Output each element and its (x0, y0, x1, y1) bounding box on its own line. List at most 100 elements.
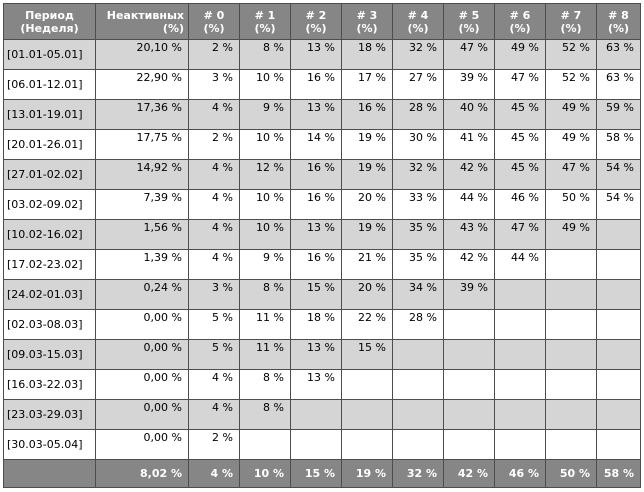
row-week-7: 49 % (545, 219, 597, 250)
row-week-7 (545, 429, 597, 460)
header-week-2[interactable]: # 2 (%) (290, 3, 342, 40)
row-week-0: 3 % (188, 279, 240, 310)
row-period: [17.02-23.02] (3, 249, 96, 280)
row-week-0: 3 % (188, 69, 240, 100)
row-week-8: 63 % (596, 39, 641, 70)
cohort-retention-table: Период (Неделя) Неактивных (%) # 0 (%) #… (3, 3, 641, 488)
row-week-7 (545, 249, 597, 280)
table-body: [01.01-05.01] 20,10 % 2 % 8 % 13 % 18 % 32 % 47… (3, 39, 641, 460)
row-week-7 (545, 399, 597, 430)
row-week-3: 22 % (341, 309, 393, 340)
table-row: [17.02-23.02] 1,39 % 4 % 9 % 16 % 21 % 35 % 42 … (3, 249, 641, 280)
table-row: [09.03-15.03] 0,00 % 5 % 11 % 13 % 15 % (3, 339, 641, 370)
header-week-1[interactable]: # 1 (%) (239, 3, 291, 40)
header-week-7[interactable]: # 7 (%) (545, 3, 597, 40)
row-period: [09.03-15.03] (3, 339, 96, 370)
row-period: [06.01-12.01] (3, 69, 96, 100)
row-week-1: 9 % (239, 249, 291, 280)
row-week-2 (290, 429, 342, 460)
row-week-5: 42 % (443, 159, 495, 190)
row-week-5: 47 % (443, 39, 495, 70)
row-week-7: 49 % (545, 99, 597, 130)
row-week-5 (443, 429, 495, 460)
row-week-5: 40 % (443, 99, 495, 130)
row-week-0: 4 % (188, 189, 240, 220)
header-inactive[interactable]: Неактивных (%) (95, 3, 189, 40)
row-week-0: 5 % (188, 309, 240, 340)
row-week-1: 11 % (239, 309, 291, 340)
row-week-5 (443, 369, 495, 400)
table-row: [01.01-05.01] 20,10 % 2 % 8 % 13 % 18 % 32 % 47… (3, 39, 641, 70)
row-period: [16.03-22.03] (3, 369, 96, 400)
header-week-0[interactable]: # 0 (%) (188, 3, 240, 40)
row-week-0: 4 % (188, 249, 240, 280)
row-week-0: 4 % (188, 369, 240, 400)
row-period: [10.02-16.02] (3, 219, 96, 250)
row-week-1: 8 % (239, 369, 291, 400)
header-row: Период (Неделя) Неактивных (%) # 0 (%) #… (3, 3, 641, 40)
row-week-3 (341, 369, 393, 400)
row-period: [27.01-02.02] (3, 159, 96, 190)
table-row: [16.03-22.03] 0,00 % 4 % 8 % 13 % (3, 369, 641, 400)
row-week-1: 10 % (239, 219, 291, 250)
row-week-1: 8 % (239, 279, 291, 310)
row-period: [02.03-08.03] (3, 309, 96, 340)
row-week-1: 12 % (239, 159, 291, 190)
header-week-8[interactable]: # 8 (%) (596, 3, 641, 40)
row-week-7: 50 % (545, 189, 597, 220)
header-period[interactable]: Период (Неделя) (3, 3, 96, 40)
table-row: [02.03-08.03] 0,00 % 5 % 11 % 18 % 22 % 28 % (3, 309, 641, 340)
row-week-2: 13 % (290, 369, 342, 400)
row-week-2: 13 % (290, 99, 342, 130)
row-week-4 (392, 369, 444, 400)
row-week-3: 17 % (341, 69, 393, 100)
totals-row: 8,02 % 4 % 10 % 15 % 19 % 32 % 42 % 46 %… (3, 459, 641, 488)
row-week-1: 9 % (239, 99, 291, 130)
row-week-2: 13 % (290, 39, 342, 70)
row-inactive: 0,00 % (95, 309, 189, 340)
row-week-2: 16 % (290, 159, 342, 190)
row-week-0: 2 % (188, 429, 240, 460)
row-week-0: 4 % (188, 219, 240, 250)
row-week-6: 46 % (494, 189, 546, 220)
row-week-2: 16 % (290, 69, 342, 100)
row-week-8 (596, 249, 641, 280)
row-week-8: 63 % (596, 69, 641, 100)
row-week-8 (596, 399, 641, 430)
header-week-5[interactable]: # 5 (%) (443, 3, 495, 40)
row-week-3: 20 % (341, 189, 393, 220)
table-row: [13.01-19.01] 17,36 % 4 % 9 % 13 % 16 % 28 % 40… (3, 99, 641, 130)
header-week-4[interactable]: # 4 (%) (392, 3, 444, 40)
table-row: [30.03-05.04] 0,00 % 2 % (3, 429, 641, 460)
row-week-3: 19 % (341, 159, 393, 190)
row-week-4 (392, 339, 444, 370)
row-week-7: 47 % (545, 159, 597, 190)
row-week-6: 47 % (494, 69, 546, 100)
row-inactive: 1,56 % (95, 219, 189, 250)
row-week-3 (341, 399, 393, 430)
row-week-4: 33 % (392, 189, 444, 220)
row-week-3: 19 % (341, 129, 393, 160)
row-week-4: 30 % (392, 129, 444, 160)
row-week-0: 5 % (188, 339, 240, 370)
table-row: [06.01-12.01] 22,90 % 3 % 10 % 16 % 17 % 27 % 3… (3, 69, 641, 100)
row-inactive: 0,00 % (95, 399, 189, 430)
row-week-0: 4 % (188, 99, 240, 130)
row-inactive: 17,75 % (95, 129, 189, 160)
row-week-0: 2 % (188, 129, 240, 160)
row-period: [01.01-05.01] (3, 39, 96, 70)
row-week-1: 8 % (239, 399, 291, 430)
row-week-0: 2 % (188, 39, 240, 70)
row-week-3: 15 % (341, 339, 393, 370)
totals-period (3, 459, 96, 488)
table-row: [03.02-09.02] 7,39 % 4 % 10 % 16 % 20 % 33 % 44… (3, 189, 641, 220)
row-week-4: 35 % (392, 219, 444, 250)
row-week-8: 59 % (596, 99, 641, 130)
row-week-5 (443, 339, 495, 370)
header-week-6[interactable]: # 6 (%) (494, 3, 546, 40)
row-week-2: 18 % (290, 309, 342, 340)
table-row: [20.01-26.01] 17,75 % 2 % 10 % 14 % 19 % 30 % 4… (3, 129, 641, 160)
row-week-4 (392, 429, 444, 460)
row-week-6 (494, 429, 546, 460)
header-week-3[interactable]: # 3 (%) (341, 3, 393, 40)
